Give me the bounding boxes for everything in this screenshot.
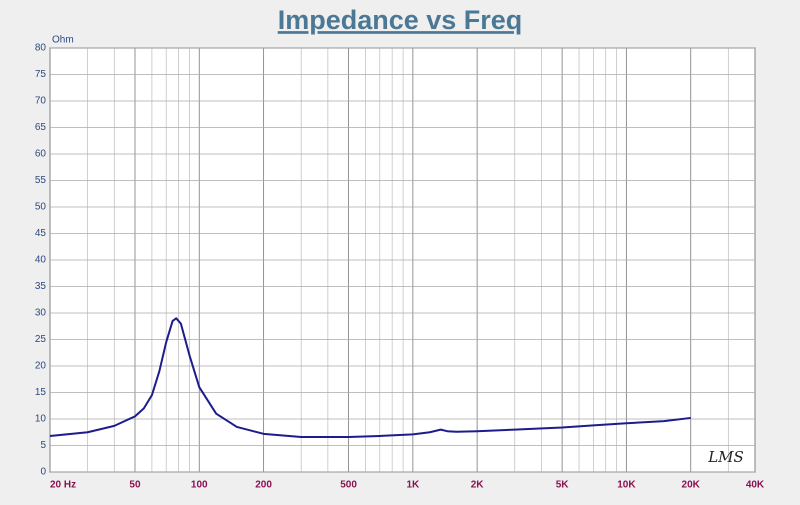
y-tick-label: 20 [35, 361, 47, 372]
x-tick-label: 20 Hz [50, 480, 76, 491]
y-tick-label: 70 [35, 96, 47, 107]
y-tick-label: 0 [40, 467, 46, 478]
x-tick-label: 10K [617, 480, 636, 491]
y-tick-label: 45 [35, 228, 47, 239]
y-tick-label: 15 [35, 387, 47, 398]
impedance-line [49, 317, 691, 439]
x-tick-label: 50 [129, 480, 141, 491]
y-tick-label: 5 [40, 440, 46, 451]
y-tick-label: 10 [35, 414, 47, 425]
x-tick-label: 200 [255, 480, 272, 491]
chart-title: Impedance vs Freq [278, 5, 523, 35]
x-tick-label: 2K [471, 480, 485, 491]
y-tick-label: 35 [35, 281, 47, 292]
y-tick-label: 30 [35, 308, 47, 319]
x-tick-label: 5K [556, 480, 570, 491]
y-tick-label: 25 [35, 334, 47, 345]
x-tick-label: 20K [682, 480, 701, 491]
y-tick-label: 75 [35, 69, 47, 80]
y-tick-label: 60 [35, 149, 47, 160]
x-tick-label: 40K [746, 480, 765, 491]
x-tick-label: 1K [406, 480, 420, 491]
y-tick-label: 80 [35, 43, 47, 54]
y-tick-label: 65 [35, 122, 47, 133]
y-tick-label: 55 [35, 175, 47, 186]
x-tick-label: 500 [340, 480, 357, 491]
y-tick-label: 40 [35, 255, 47, 266]
x-tick-label: 100 [191, 480, 208, 491]
y-axis-label: Ohm [52, 35, 74, 46]
watermark: LMS [707, 448, 744, 466]
y-tick-label: 50 [35, 202, 47, 213]
